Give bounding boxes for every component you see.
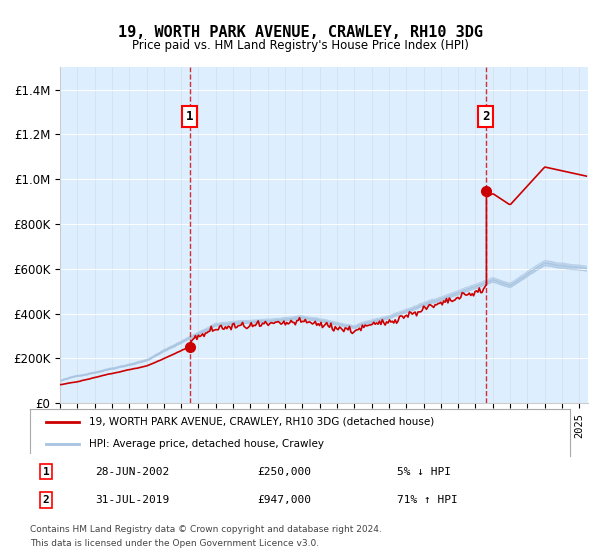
Text: 2: 2 (482, 110, 490, 123)
Text: Price paid vs. HM Land Registry's House Price Index (HPI): Price paid vs. HM Land Registry's House … (131, 39, 469, 52)
Text: 19, WORTH PARK AVENUE, CRAWLEY, RH10 3DG: 19, WORTH PARK AVENUE, CRAWLEY, RH10 3DG (118, 25, 482, 40)
Text: 19, WORTH PARK AVENUE, CRAWLEY, RH10 3DG (detached house): 19, WORTH PARK AVENUE, CRAWLEY, RH10 3DG… (89, 417, 434, 427)
Text: 2: 2 (43, 495, 50, 505)
Text: 1: 1 (186, 110, 194, 123)
Text: HPI: Average price, detached house, Crawley: HPI: Average price, detached house, Craw… (89, 438, 325, 449)
Text: 5% ↓ HPI: 5% ↓ HPI (397, 466, 451, 477)
Text: This data is licensed under the Open Government Licence v3.0.: This data is licensed under the Open Gov… (30, 539, 319, 548)
Text: Contains HM Land Registry data © Crown copyright and database right 2024.: Contains HM Land Registry data © Crown c… (30, 525, 382, 534)
Text: 71% ↑ HPI: 71% ↑ HPI (397, 495, 458, 505)
Text: 31-JUL-2019: 31-JUL-2019 (95, 495, 169, 505)
Text: 28-JUN-2002: 28-JUN-2002 (95, 466, 169, 477)
Text: 1: 1 (43, 466, 50, 477)
Text: £947,000: £947,000 (257, 495, 311, 505)
Text: £250,000: £250,000 (257, 466, 311, 477)
